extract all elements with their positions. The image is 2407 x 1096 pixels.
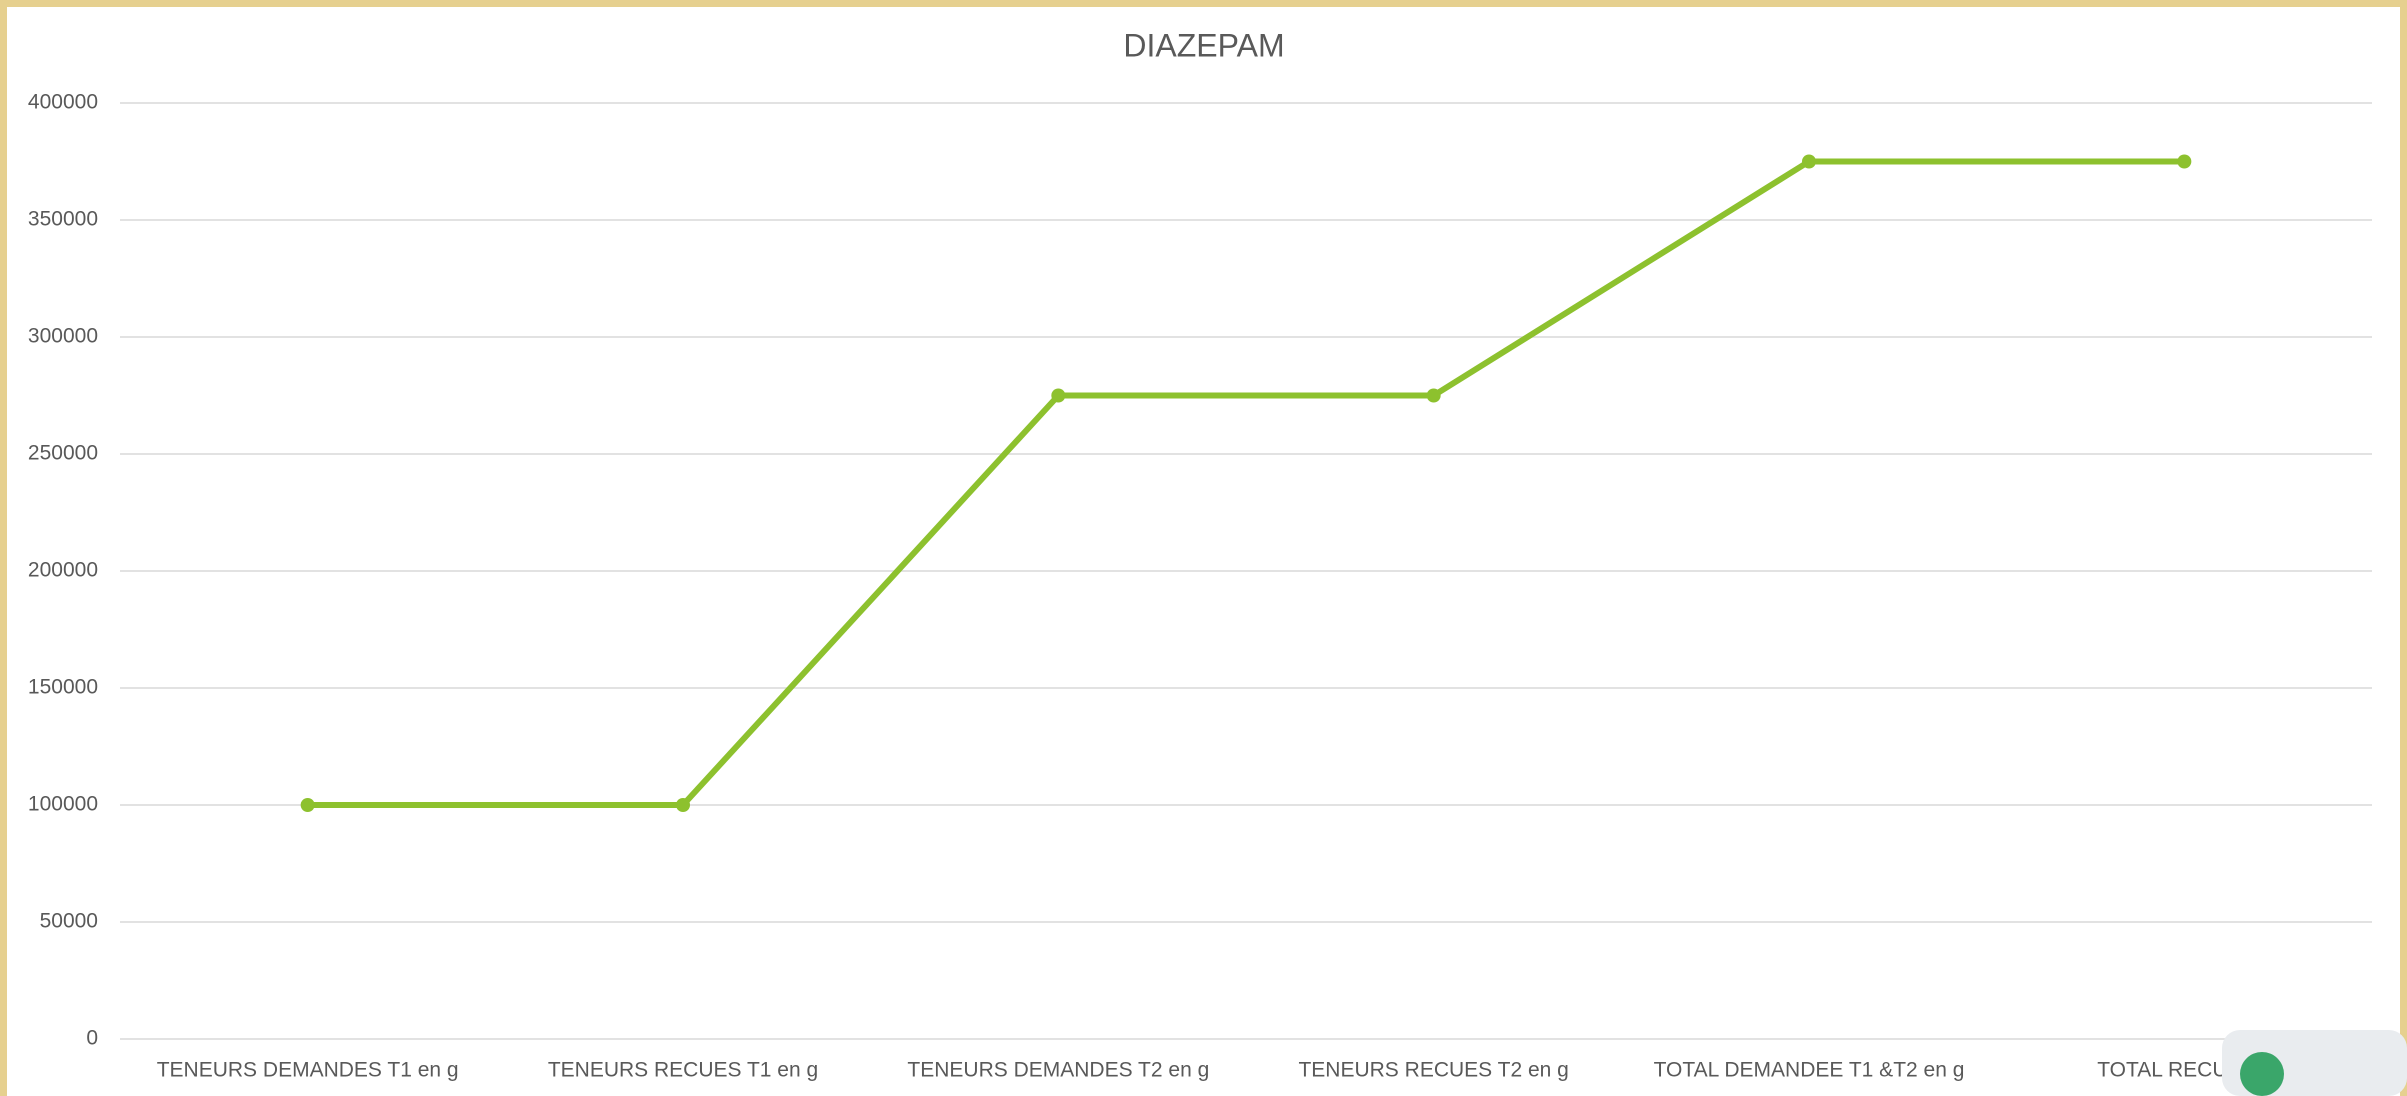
plot: 0 50000 100000 150000 200000 250000 300000 3500… — [28, 91, 2372, 1082]
data-point — [1426, 388, 1441, 403]
logo-icon — [2240, 1052, 2284, 1096]
x-tick-label: TENEURS DEMANDES T1 en g — [157, 1059, 459, 1082]
y-tick-label: 200000 — [28, 559, 98, 582]
x-tick-label: TENEURS DEMANDES T2 en g — [907, 1059, 1209, 1082]
y-tick-label: 150000 — [28, 676, 98, 699]
y-tick-label: 400000 — [28, 91, 98, 114]
y-tick-label: 100000 — [28, 793, 98, 816]
y-tick-label: 350000 — [28, 208, 98, 231]
logo — [2222, 1030, 2407, 1096]
data-line — [307, 158, 2185, 808]
data-point — [2177, 154, 2192, 169]
data-point — [676, 798, 690, 812]
y-tick-label: 250000 — [28, 442, 98, 465]
data-point — [1051, 388, 1066, 403]
x-tick-label: TENEURS RECUES T1 en g — [548, 1059, 818, 1082]
data-point — [300, 798, 315, 812]
chart-area — [7, 7, 2400, 1096]
chart-title: DIAZEPAM — [1123, 27, 1284, 63]
data-point — [1802, 154, 1816, 169]
y-tick-label: 300000 — [28, 325, 98, 348]
y-tick-label: 0 — [86, 1027, 98, 1050]
x-tick-label: TENEURS RECUES T2 en g — [1298, 1059, 1568, 1082]
y-tick-label: 50000 — [40, 910, 98, 933]
x-tick-label: TOTAL DEMANDEE T1 &T2 en g — [1654, 1059, 1965, 1082]
